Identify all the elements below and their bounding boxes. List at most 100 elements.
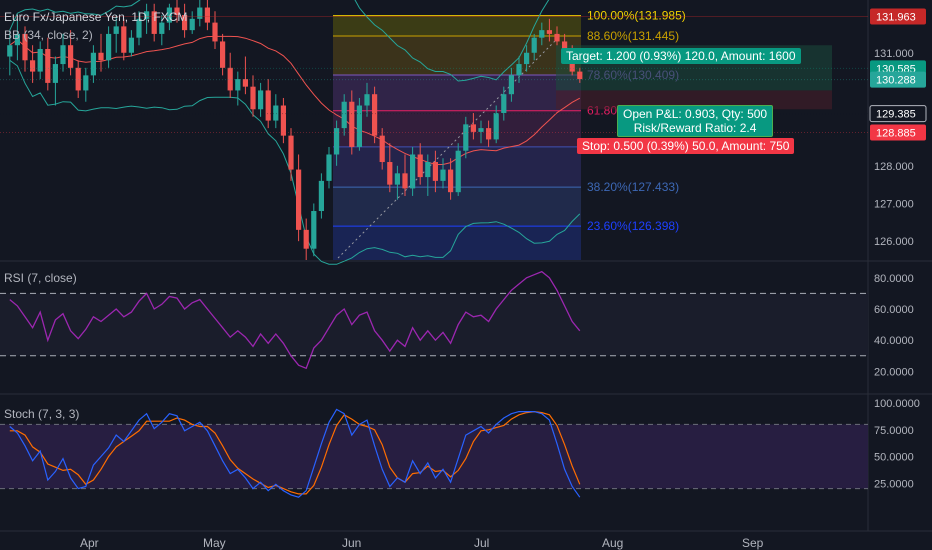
candle: [486, 120, 492, 147]
candle-body: [136, 18, 142, 38]
candle-body: [334, 128, 340, 155]
candle: [356, 97, 362, 151]
candle-body: [52, 64, 58, 83]
candle-body: [197, 7, 203, 19]
candle: [250, 75, 256, 117]
candle: [52, 56, 58, 106]
candle: [524, 45, 530, 72]
candle: [448, 158, 454, 200]
candle: [546, 18, 552, 42]
candle-body: [508, 75, 514, 95]
fib-zone: [333, 110, 581, 147]
candle: [478, 120, 484, 144]
candle: [75, 60, 81, 98]
candle: [296, 154, 302, 242]
pnl-box[interactable]: Open P&L: 0.903, Qty: 500 Risk/Reward Ra…: [617, 105, 774, 137]
candle-body: [478, 128, 484, 132]
candle-body: [182, 15, 188, 31]
fib-zone: [333, 15, 581, 36]
candle: [113, 15, 119, 53]
candle: [30, 45, 36, 83]
candle-body: [486, 128, 492, 140]
price-tag: [870, 71, 926, 88]
candle: [235, 71, 241, 106]
candle-body: [296, 169, 302, 230]
candle-body: [417, 154, 423, 178]
candle: [273, 94, 279, 129]
candle-body: [7, 45, 13, 57]
candle-body: [470, 124, 476, 132]
candle: [379, 128, 385, 170]
fib-label: 88.60%(131.445): [587, 29, 679, 43]
pnl-line-1: Open P&L: 0.903, Qty: 500: [623, 107, 768, 121]
price-tag-label: 130.288: [876, 75, 916, 87]
candle-body: [174, 7, 180, 16]
candle-body: [394, 173, 400, 185]
candle-body: [258, 90, 264, 110]
candle: [516, 56, 522, 83]
candle: [326, 146, 332, 189]
time-tick-label: Aug: [602, 536, 623, 550]
candle-body: [227, 67, 233, 91]
candle: [334, 120, 340, 166]
candle: [121, 18, 127, 61]
candle-body: [121, 26, 127, 53]
candle-body: [501, 94, 507, 114]
candle: [258, 82, 264, 117]
candle-body: [288, 135, 294, 170]
stoch-legend[interactable]: Stoch (7, 3, 3): [4, 407, 80, 421]
candle-body: [128, 37, 134, 53]
candle-body: [303, 229, 309, 249]
time-tick-label: Sep: [742, 536, 764, 550]
rsi-tick-label: 20.0000: [874, 366, 914, 378]
stop-label[interactable]: Stop: 0.500 (0.39%) 50.0, Amount: 750: [577, 138, 795, 154]
rsi-line: [9, 270, 581, 370]
candle: [151, 3, 157, 42]
candle-body: [341, 101, 347, 129]
candle-body: [204, 7, 210, 23]
rsi-band: [0, 293, 868, 356]
candle: [311, 203, 317, 257]
rsi-legend[interactable]: RSI (7, close): [4, 271, 77, 285]
candle: [280, 97, 286, 144]
candle: [455, 143, 461, 196]
candle-body: [280, 105, 286, 136]
candle-body: [144, 11, 150, 19]
candle-body: [273, 105, 279, 121]
candle-body: [30, 60, 36, 72]
candle-body: [45, 48, 51, 83]
bb-lower-line: [9, 59, 581, 265]
candle: [182, 3, 188, 38]
candle-body: [463, 124, 469, 151]
candle-body: [220, 41, 226, 68]
rsi-tick-label: 80.0000: [874, 273, 914, 285]
candle-body: [37, 48, 43, 72]
bb-middle-line: [9, 35, 581, 165]
candle-body: [68, 45, 74, 68]
target-label[interactable]: Target: 1.200 (0.93%) 120.0, Amount: 160…: [561, 48, 801, 64]
candle-body: [98, 52, 104, 61]
candle-body: [455, 150, 461, 193]
candle: [539, 22, 545, 46]
candle: [144, 3, 150, 34]
candle: [372, 86, 378, 144]
price-tag-label: 131.963: [876, 11, 916, 23]
bb-legend[interactable]: BB (34, close, 2): [4, 28, 93, 42]
stoch-tick-label: 50.0000: [874, 452, 914, 464]
candle-body: [318, 180, 324, 212]
price-tick-label: 127.000: [874, 198, 914, 210]
fib-zone: [333, 187, 581, 227]
candle-body: [448, 169, 454, 193]
candle: [227, 52, 233, 98]
price-tag-label: 128.885: [876, 127, 916, 139]
stoch-tick-label: 100.0000: [874, 398, 920, 410]
candle: [159, 15, 165, 46]
candle: [242, 56, 248, 95]
candle: [45, 37, 51, 91]
candle-body: [372, 94, 378, 136]
time-tick-label: Jun: [342, 536, 361, 550]
candle-body: [14, 33, 20, 46]
stoch-k-line: [9, 408, 581, 498]
candle-body: [546, 30, 552, 34]
